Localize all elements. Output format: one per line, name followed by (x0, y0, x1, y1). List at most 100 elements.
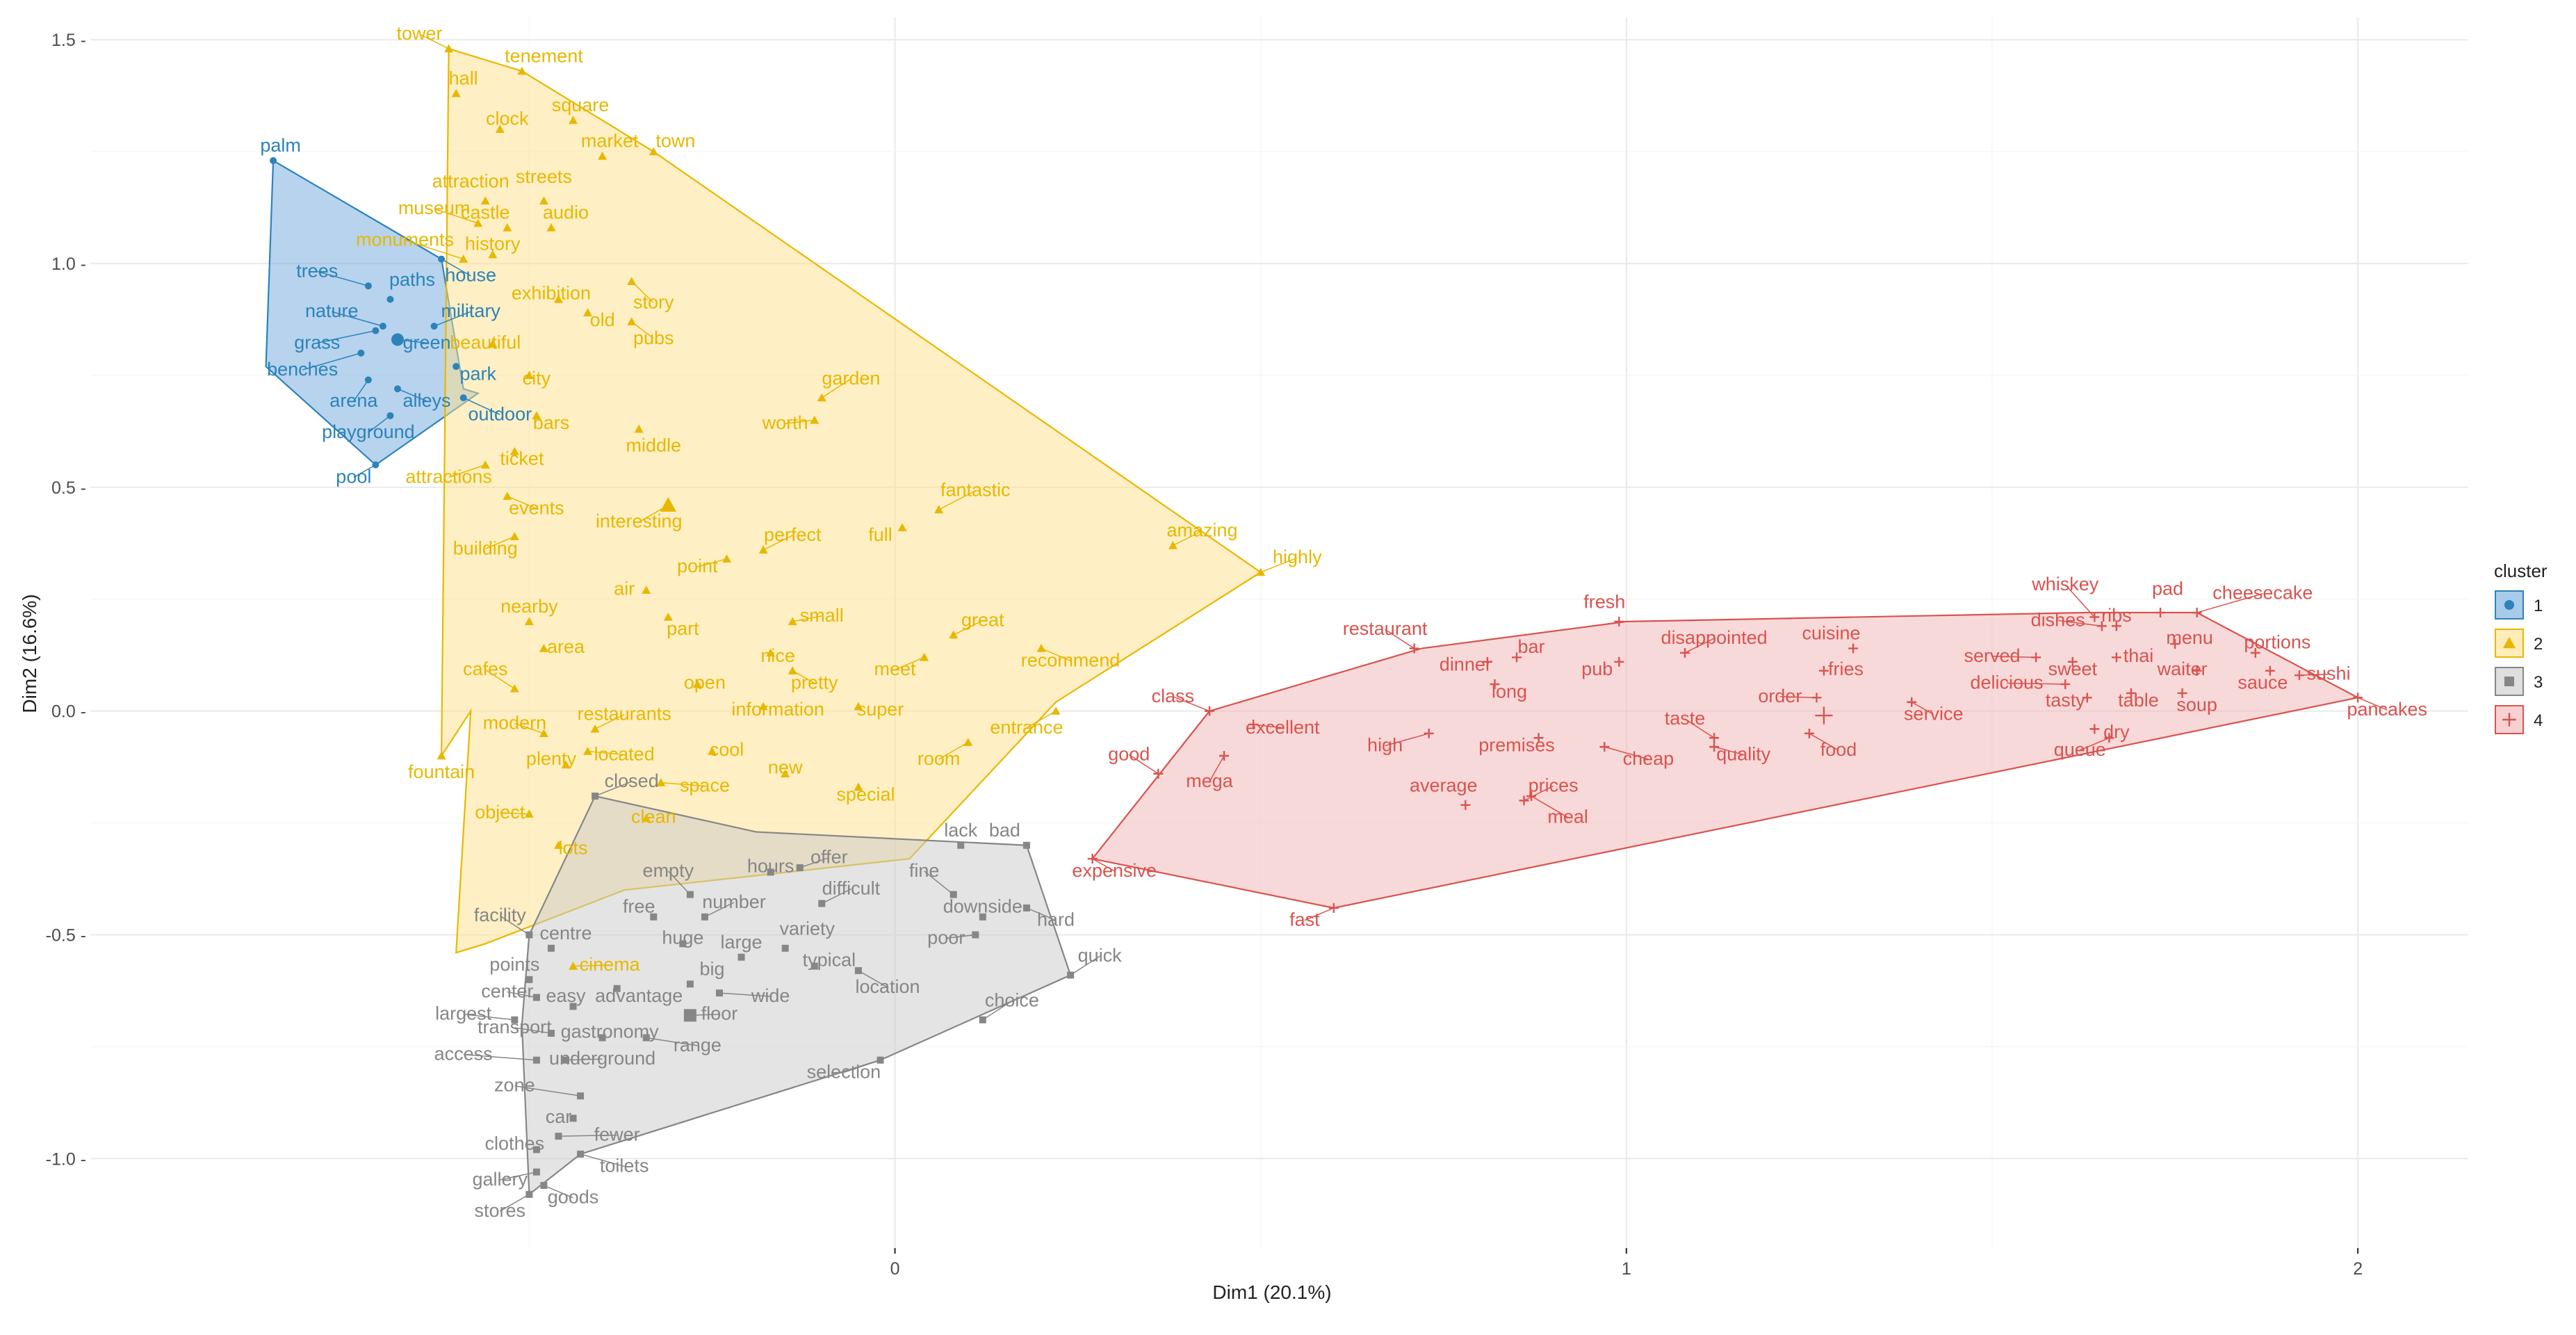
data-point (972, 931, 979, 939)
data-point (2170, 639, 2180, 649)
point-label: cuisine (1802, 623, 1860, 644)
point-label: nature (305, 300, 359, 321)
data-point (2067, 656, 2078, 667)
data-point (758, 545, 768, 554)
data-point (1482, 656, 1492, 667)
point-label: fast (1289, 909, 1320, 930)
point-label: object (475, 802, 525, 823)
data-point (393, 385, 401, 393)
data-point (598, 1034, 606, 1042)
point-label: service (1904, 704, 1964, 725)
legend-marker-4 (2502, 713, 2516, 727)
data-point (510, 683, 519, 693)
point-label: lack (944, 820, 978, 841)
point-label: dinner (1440, 654, 1492, 675)
point-label: stores (475, 1200, 526, 1221)
data-point (547, 944, 555, 952)
leader-line (317, 270, 369, 286)
point-label: military (441, 300, 500, 321)
point-label: museum (398, 197, 471, 218)
leader-line (558, 1134, 617, 1137)
y-tick-label: -1.0 - (46, 1149, 86, 1169)
y-axis-title: Dim2 (16.6%) (19, 594, 40, 713)
legend-label-2: 2 (2534, 635, 2543, 654)
point-label: order (1758, 686, 1802, 706)
leader-line (565, 1058, 603, 1061)
point-label: prices (1529, 775, 1579, 795)
data-point (877, 1056, 884, 1064)
point-label: cafes (463, 658, 508, 679)
data-point (453, 363, 460, 371)
leader-line (697, 558, 727, 567)
point-label: clothes (485, 1133, 545, 1154)
data-point (473, 218, 483, 227)
x-tick-label: 0 (890, 1259, 900, 1279)
leader-line (499, 1194, 530, 1212)
legend: cluster 1 2 3 4 (2494, 560, 2548, 734)
point-label: closed (605, 770, 659, 791)
data-point (562, 1056, 569, 1064)
data-point (2353, 693, 2363, 703)
data-point (1036, 644, 1046, 652)
point-label: toilets (600, 1156, 649, 1176)
point-label: story (633, 291, 674, 312)
data-point (590, 724, 600, 733)
point-label: pub (1581, 658, 1613, 679)
point-labels: palm trees paths house nature military grass gr… (260, 23, 2427, 1221)
data-point (503, 223, 512, 232)
x-tick-label: 2 (2353, 1259, 2363, 1279)
data-point (650, 913, 658, 921)
data-point (957, 841, 965, 849)
data-point (1153, 768, 1164, 779)
point-label: fantastic (940, 480, 1011, 501)
point-label: worth (762, 412, 808, 433)
point-label: house (445, 265, 496, 286)
data-point (1087, 854, 1098, 864)
data-point (1460, 800, 1471, 810)
leader-line (1991, 656, 2037, 658)
data-point (642, 1034, 650, 1042)
data-point (656, 778, 666, 786)
data-point (2250, 647, 2260, 658)
leader-line (2079, 737, 2110, 751)
legend-marker-3 (2504, 677, 2514, 686)
leader-line (2064, 584, 2095, 617)
point-label: tenement (505, 45, 583, 66)
data-point (722, 554, 732, 563)
point-label: table (2118, 690, 2159, 711)
leader-line (594, 713, 625, 730)
point-label: plenty (526, 748, 577, 769)
point-label: attraction (432, 171, 510, 192)
leader-line (500, 1171, 537, 1181)
data-point (1248, 719, 1259, 729)
point-label: car (546, 1106, 572, 1127)
data-point (1205, 706, 1215, 716)
data-point (577, 1092, 585, 1100)
leader-line (2357, 697, 2388, 711)
data-point (2089, 724, 2100, 734)
point-label: advantage (595, 985, 683, 1006)
leader-line (484, 669, 515, 690)
point-label: cinema (580, 954, 641, 975)
data-point (1409, 643, 1419, 654)
point-label: huge (662, 927, 703, 948)
point-label: class (1152, 686, 1195, 706)
data-point (686, 891, 694, 898)
data-point (553, 294, 563, 303)
data-point (2096, 621, 2107, 631)
leader-line (587, 750, 625, 756)
leader-line (1070, 955, 1100, 976)
point-label: small (800, 605, 844, 626)
leader-line (946, 934, 976, 939)
point-label: disappointed (1661, 627, 1768, 648)
point-label: playground (322, 421, 415, 442)
point-label: meal (1547, 807, 1588, 827)
point-label: fewer (594, 1124, 640, 1145)
legend-label-1: 1 (2534, 597, 2543, 615)
point-label: waiter (2157, 658, 2208, 679)
legend-label-3: 3 (2534, 673, 2543, 692)
data-point (546, 223, 556, 232)
leader-line (1173, 530, 1203, 547)
data-point (1907, 697, 1917, 707)
data-point (715, 989, 723, 997)
